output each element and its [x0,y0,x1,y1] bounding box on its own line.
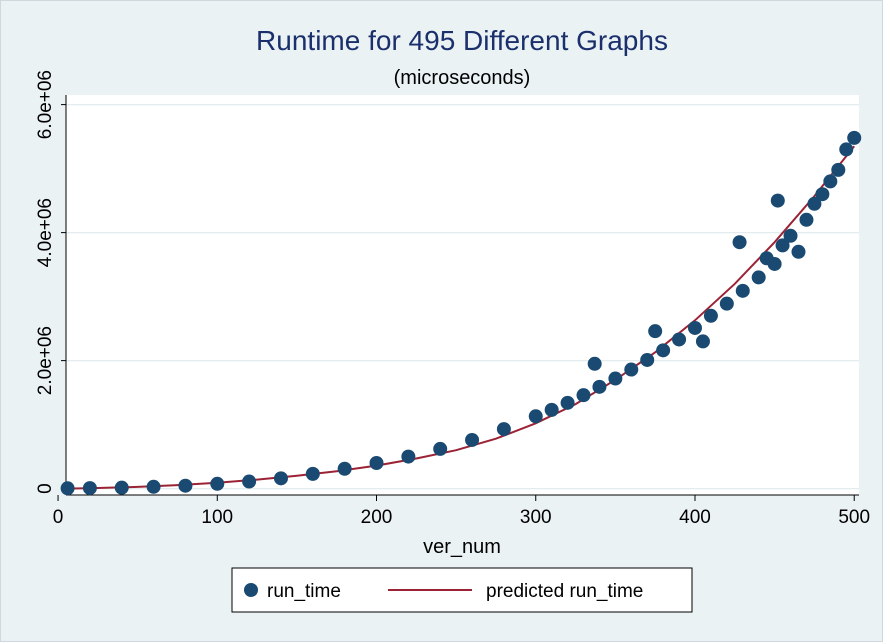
x-tick-label: 500 [838,507,870,528]
data-point [528,409,543,424]
chart-title: Runtime for 495 Different Graphs [256,25,668,56]
data-point [592,379,607,394]
data-point [847,130,862,145]
scatter-points [60,130,862,496]
data-point [799,212,814,227]
data-point [242,474,257,489]
data-point [791,244,806,259]
data-point [823,174,838,189]
x-tick-label: 100 [201,507,233,528]
data-point [839,142,854,157]
x-tick-label: 200 [361,507,393,528]
x-tick-label: 300 [520,507,552,528]
data-point [369,456,384,470]
legend: run_time predicted run_time [231,567,693,613]
data-point [783,228,798,243]
data-point [305,466,320,481]
x-tick-label: 0 [53,507,64,528]
data-point [831,162,846,177]
data-point [640,352,655,367]
data-point [648,324,663,339]
x-axis-label: ver_num [423,536,501,558]
data-point [114,480,129,495]
data-point [178,478,193,493]
data-point [656,343,671,358]
y-tick-label: 0 [35,483,56,494]
y-tick-label: 2.0e+06 [35,326,56,395]
legend-label-run-time: run_time [267,581,341,602]
data-point [560,395,575,410]
plot-area [66,95,859,495]
data-point [735,283,750,298]
data-point [146,479,161,494]
data-point [695,334,710,349]
data-point [587,356,602,371]
data-point [775,238,790,253]
grid-lines [66,103,859,490]
data-point [624,362,639,377]
data-point [608,371,623,386]
legend-marker-run-time [244,583,258,597]
data-point [576,388,591,403]
data-point [770,193,785,208]
data-point [732,235,747,250]
axes: 0 2.0e+06 4.0e+06 6.0e+06 0 100 200 300 400 500 [35,70,870,528]
y-tick-label: 6.0e+06 [35,70,56,139]
data-point [672,332,687,347]
data-point [401,449,416,464]
data-point [433,441,448,456]
data-point [767,256,782,271]
data-point [544,402,559,417]
chart-subtitle: (microseconds) [394,67,531,89]
data-point [60,481,75,496]
data-point [815,187,830,202]
data-point [273,471,288,486]
data-point [210,476,225,491]
data-point [337,461,352,476]
data-point [751,270,766,285]
data-point [465,432,480,447]
legend-label-predicted: predicted run_time [486,581,643,602]
data-point [82,481,97,496]
data-point [719,296,734,311]
data-point [496,422,511,437]
data-point [703,308,718,323]
x-tick-label: 400 [679,507,711,528]
data-point [807,196,822,211]
y-tick-label: 4.0e+06 [35,198,56,267]
data-point [687,320,702,335]
